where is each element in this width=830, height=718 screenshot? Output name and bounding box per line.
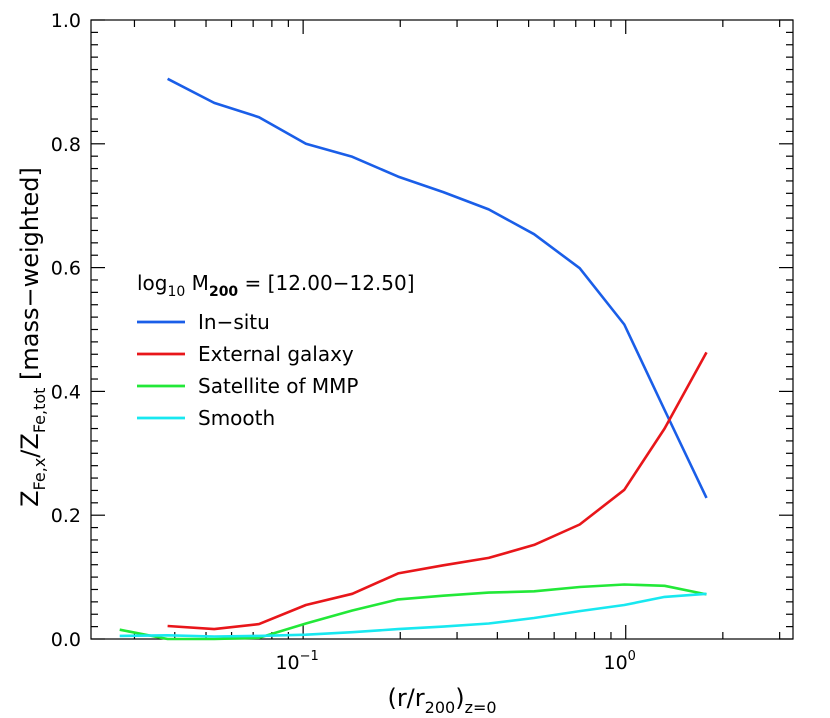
y-axis-label: ZFe,x/ZFe,tot [mass−weighted] bbox=[16, 167, 49, 507]
legend-label-external-galaxy: External galaxy bbox=[198, 342, 354, 366]
series-layer bbox=[119, 77, 708, 641]
y-tick-label: 0.0 bbox=[51, 629, 81, 651]
series-line-in-situ bbox=[167, 77, 708, 499]
x-tick-label: 100 bbox=[603, 649, 635, 674]
legend: log10 M200 = [12.00−12.50] In−situ Extern… bbox=[137, 271, 415, 430]
legend-label-in-situ: In−situ bbox=[198, 310, 270, 334]
y-tick-label: 0.4 bbox=[51, 381, 81, 403]
legend-label-satellite-of-mmp: Satellite of MMP bbox=[198, 374, 358, 398]
series-line-satellite-of-mmp bbox=[119, 583, 707, 641]
legend-label-smooth: Smooth bbox=[198, 406, 275, 430]
y-tick-label: 0.2 bbox=[51, 505, 81, 527]
legend-title: log10 M200 = [12.00−12.50] bbox=[137, 271, 415, 300]
legend-items: In−situ External galaxy Satellite of MMP Sm… bbox=[137, 310, 358, 430]
x-axis-label: (r/r200)z=0 bbox=[387, 684, 496, 717]
y-tick-label: 1.0 bbox=[51, 10, 81, 32]
series-line-external-galaxy bbox=[167, 351, 708, 631]
series-line-smooth bbox=[119, 592, 707, 638]
y-tick-label: 0.8 bbox=[51, 134, 81, 156]
x-tick-label: 10−1 bbox=[275, 649, 318, 674]
y-tick-label: 0.6 bbox=[51, 258, 81, 280]
